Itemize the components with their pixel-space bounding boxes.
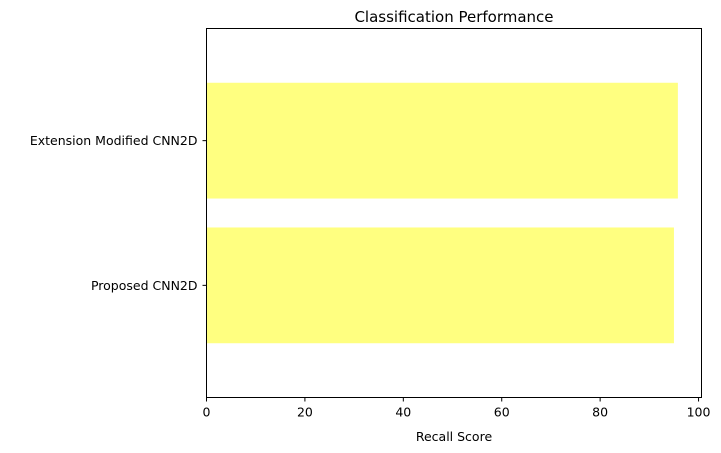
x-tick-label: 80 [592, 405, 608, 420]
x-tick-label: 60 [494, 405, 510, 420]
plot-frame [206, 28, 702, 398]
x-tick-label: 20 [297, 405, 313, 420]
bar-proposed-cnn2d [206, 227, 674, 344]
y-tick-label: Extension Modified CNN2D [30, 133, 198, 148]
bars-group [206, 82, 678, 344]
x-axis-ticks: 0 20 40 60 80 100 [203, 397, 711, 420]
chart-title: Classification Performance [354, 8, 553, 26]
x-tick-label: 100 [687, 405, 711, 420]
x-tick-label: 40 [395, 405, 411, 420]
y-axis-ticks: Proposed CNN2D Extension Modified CNN2D [30, 133, 207, 293]
bar-extension-modified-cnn2d [206, 82, 678, 199]
x-tick-label: 0 [203, 405, 211, 420]
x-axis-title: Recall Score [416, 429, 493, 444]
y-tick-label: Proposed CNN2D [91, 278, 198, 293]
